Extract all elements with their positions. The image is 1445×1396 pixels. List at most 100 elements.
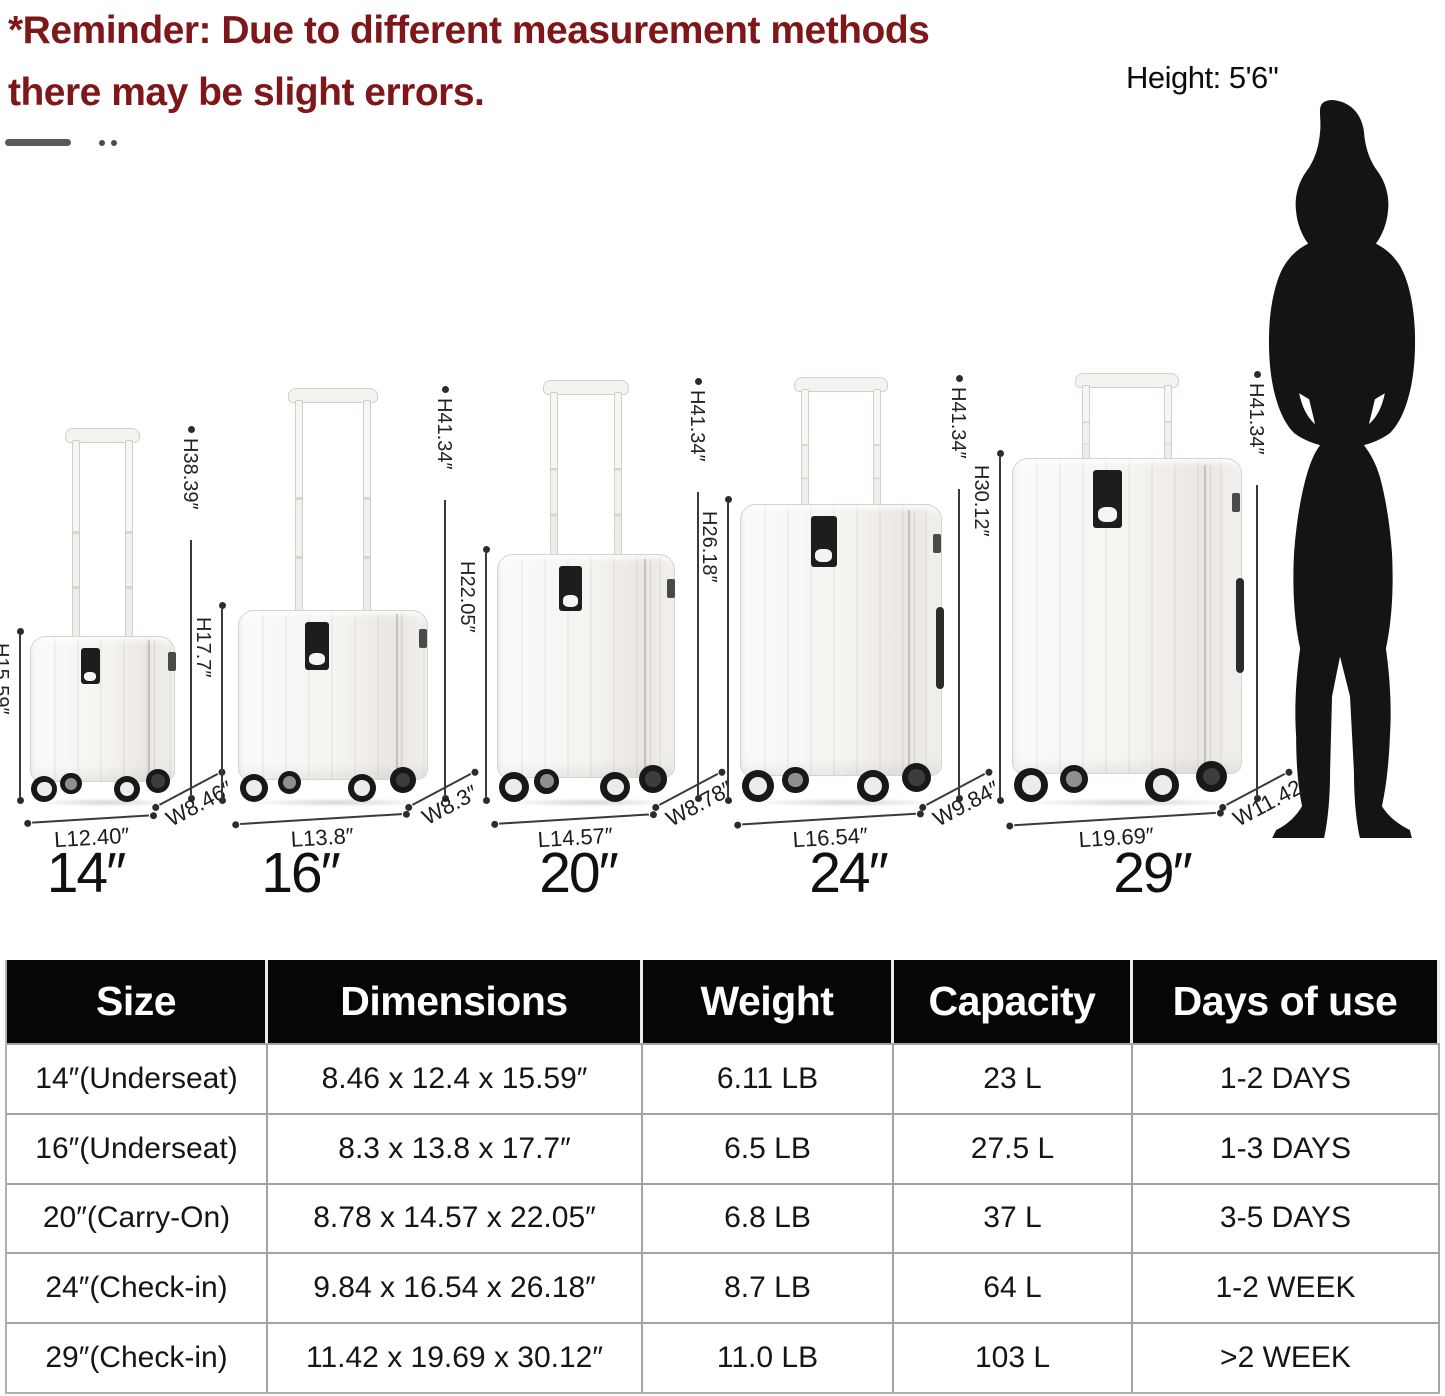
ground-shadow: [748, 798, 942, 807]
trolley-handle: [542, 380, 630, 395]
col-header-weight: Weight: [643, 960, 894, 1043]
trolley-pole: [124, 440, 133, 646]
table-cell-weight: 6.5 LB: [643, 1112, 894, 1183]
dim-total-height-label: H38.39″: [179, 438, 201, 510]
trolley-pole: [614, 392, 623, 564]
size-label: 29″: [1113, 841, 1193, 905]
dim-total-height-label: H41.34″: [433, 398, 455, 470]
trolley-pole: [1164, 385, 1173, 468]
table-cell-weight: 6.8 LB: [643, 1182, 894, 1253]
trolley-pole: [363, 400, 372, 620]
col-header-dimensions: Dimensions: [268, 960, 643, 1043]
dim-body-height: H22.05″: [456, 546, 490, 804]
suitcase-body: [740, 504, 942, 776]
spec-table: Size Dimensions Weight Capacity Days of …: [5, 960, 1440, 1394]
table-cell-size: 24″(Check-in): [7, 1252, 268, 1323]
table-cell-capacity: 37 L: [894, 1182, 1133, 1253]
wheel: [498, 772, 529, 802]
table-cell-days: 1-2 WEEK: [1133, 1252, 1440, 1323]
col-header-days-of-use: Days of use: [1133, 960, 1440, 1043]
table-cell-size: 29″(Check-in): [7, 1322, 268, 1392]
table-cell-weight: 11.0 LB: [643, 1322, 894, 1392]
suitcase-16: H17.7″ H41.34″ L13.8″ W8.3″ 16″: [192, 0, 482, 920]
dim-total-height: H41.34″: [947, 375, 969, 802]
table-cell-capacity: 64 L: [894, 1252, 1133, 1323]
trolley-handle: [793, 377, 889, 392]
tsa-lock: [932, 533, 941, 553]
brand-logo-patch: [80, 648, 100, 685]
dim-width-label: W9.84″: [928, 775, 1004, 832]
brand-logo-patch: [559, 566, 583, 611]
col-header-capacity: Capacity: [894, 960, 1133, 1043]
dim-width-label: W8.78″: [661, 775, 737, 832]
wheel: [782, 767, 809, 794]
table-cell-dimensions: 8.3 x 13.8 x 17.7″: [268, 1112, 643, 1183]
ground-shadow: [504, 798, 675, 807]
trolley-pole: [1081, 385, 1090, 468]
suitcase-29: H30.12″ H41.34″ L19.69″ W11.42″ 29″: [970, 0, 1313, 920]
table-cell-dimensions: 11.42 x 19.69 x 30.12″: [268, 1322, 643, 1392]
suitcase-body: [1012, 458, 1242, 774]
dim-total-height-label: H41.34″: [947, 387, 969, 459]
dim-body-height-label: H30.12″: [970, 465, 992, 537]
dim-body-height-label: H15.59″: [0, 643, 12, 715]
dim-body-height-label: H22.05″: [456, 561, 478, 633]
wheel: [742, 770, 775, 802]
wheel: [277, 771, 301, 794]
wheel: [857, 770, 890, 802]
size-label: 20″: [539, 841, 619, 905]
table-cell-days: 1-3 DAYS: [1133, 1112, 1440, 1183]
dim-total-height: H41.34″: [433, 386, 455, 802]
wheel: [600, 772, 631, 802]
suitcase-24: H26.18″ H41.34″ L16.54″ W9.84″ 24″: [698, 0, 1004, 920]
brand-logo-patch: [1092, 470, 1123, 528]
wheel: [1060, 765, 1089, 793]
tsa-lock: [419, 628, 428, 648]
tsa-lock: [666, 578, 675, 598]
suitcase-body: [238, 610, 428, 780]
reminder-line-2: there may be slight errors.: [8, 70, 485, 114]
tsa-lock: [1231, 492, 1240, 512]
table-cell-days: >2 WEEK: [1133, 1322, 1440, 1392]
suitcase-20: H22.05″ H41.34″ L14.57″ W8.78″ 20″: [456, 0, 737, 920]
brand-logo-patch: [810, 516, 837, 567]
trolley-handle: [287, 388, 379, 403]
dim-body-height: H26.18″: [698, 496, 732, 804]
wheel: [901, 763, 932, 793]
wheel: [31, 776, 58, 802]
woman-silhouette: [1268, 99, 1416, 839]
trolley-pole: [873, 389, 882, 514]
size-label: 24″: [809, 841, 889, 905]
dim-body-height: H17.7″: [192, 602, 226, 804]
tsa-lock: [168, 652, 177, 672]
dim-body-height: H30.12″: [970, 450, 1004, 804]
wheel: [1014, 768, 1049, 802]
table-cell-size: 20″(Carry-On): [7, 1182, 268, 1253]
suitcase-body: [497, 554, 675, 778]
dim-total-height-label: H41.34″: [686, 390, 708, 462]
dim-width: W8.3″: [412, 773, 485, 832]
decorative-dash: [5, 139, 71, 146]
dim-width-label: W8.3″: [417, 779, 482, 830]
reminder-note: *Reminder: Due to different measurement …: [8, 0, 1098, 123]
table-cell-capacity: 23 L: [894, 1043, 1133, 1113]
wheel: [639, 765, 667, 793]
table-cell-dimensions: 9.84 x 16.54 x 26.18″: [268, 1252, 643, 1323]
decorative-dot: [99, 140, 105, 146]
wheel: [114, 776, 141, 802]
brand-logo-patch: [304, 622, 330, 670]
trolley-pole: [549, 392, 558, 564]
table-cell-size: 16″(Underseat): [7, 1112, 268, 1183]
dim-width: W8.78″: [659, 773, 737, 832]
dim-total-height-label: H41.34″: [1245, 383, 1267, 455]
table-cell-dimensions: 8.46 x 12.4 x 15.59″: [268, 1043, 643, 1113]
wheel: [534, 769, 559, 794]
dim-body-height-label: H17.7″: [192, 617, 214, 678]
table-cell-days: 1-2 DAYS: [1133, 1043, 1440, 1113]
trolley-pole: [294, 400, 303, 620]
wheel: [1196, 761, 1228, 793]
col-header-size: Size: [7, 960, 268, 1043]
size-label: 16″: [261, 841, 341, 905]
table-cell-size: 14″(Underseat): [7, 1043, 268, 1113]
